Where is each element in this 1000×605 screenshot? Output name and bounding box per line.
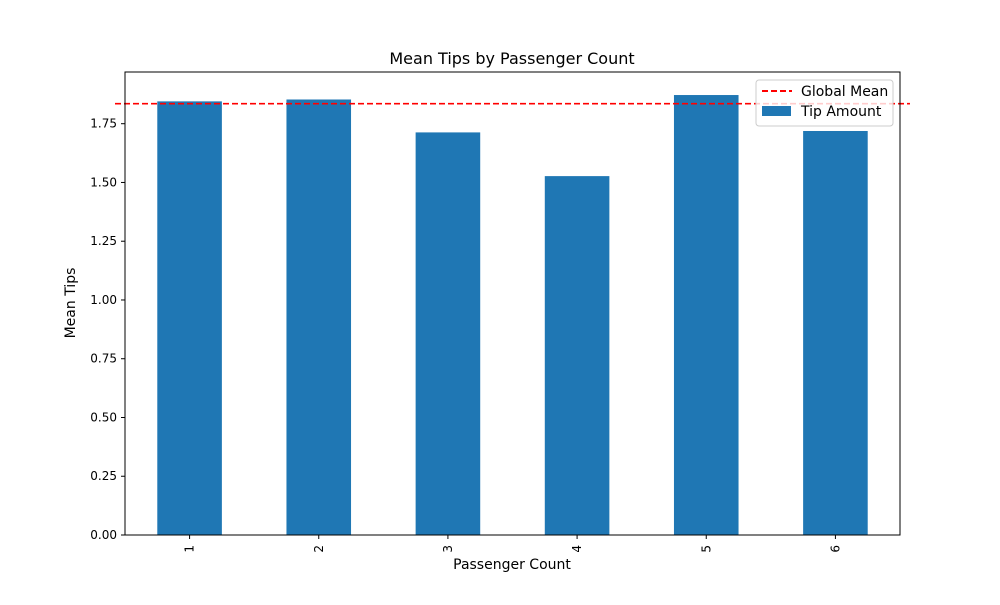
bar-3 (415, 132, 481, 535)
chart-title: Mean Tips by Passenger Count (389, 49, 634, 68)
legend: Global Mean Tip Amount (755, 79, 894, 127)
plot-frame (124, 71, 901, 536)
y-tick-label: 1.00 (90, 293, 117, 307)
y-tick-label: 0.00 (90, 528, 117, 542)
y-axis-label: Mean Tips (63, 268, 79, 339)
legend-tip-amount-label: Tip Amount (800, 104, 882, 120)
bar-2 (286, 99, 352, 535)
x-tick-label: 5 (699, 545, 713, 553)
y-tick-label: 1.50 (90, 175, 117, 189)
y-tick-label: 0.25 (90, 469, 117, 483)
x-tick-label: 4 (570, 545, 584, 553)
y-tick-label: 1.25 (90, 234, 117, 248)
y-axis: 0.00 0.25 0.50 0.75 1.00 1.25 1.50 1.75 (90, 117, 125, 542)
bar-5 (673, 95, 739, 536)
y-tick-label: 0.50 (90, 410, 117, 424)
x-axis-label: Passenger Count (453, 557, 571, 573)
x-axis: 1 2 3 4 5 6 (183, 535, 842, 553)
bar-6 (803, 130, 868, 535)
legend-tip-amount-swatch (762, 106, 791, 116)
bar-4 (544, 176, 610, 535)
y-tick-label: 1.75 (90, 117, 117, 131)
x-tick-label: 2 (312, 545, 326, 553)
bars-group (157, 95, 868, 536)
x-tick-label: 1 (183, 545, 197, 553)
x-tick-label: 3 (441, 545, 455, 553)
y-tick-label: 0.75 (90, 352, 117, 366)
x-tick-label: 6 (828, 545, 842, 553)
legend-global-mean-label: Global Mean (801, 84, 888, 100)
bar-1 (157, 101, 222, 535)
